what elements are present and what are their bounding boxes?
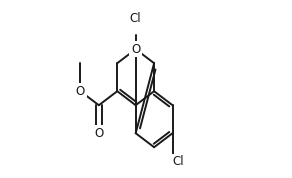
Text: O: O [131, 43, 140, 56]
Text: O: O [76, 85, 85, 98]
Text: Cl: Cl [130, 12, 142, 25]
Text: Cl: Cl [173, 155, 184, 168]
Text: O: O [94, 127, 103, 140]
